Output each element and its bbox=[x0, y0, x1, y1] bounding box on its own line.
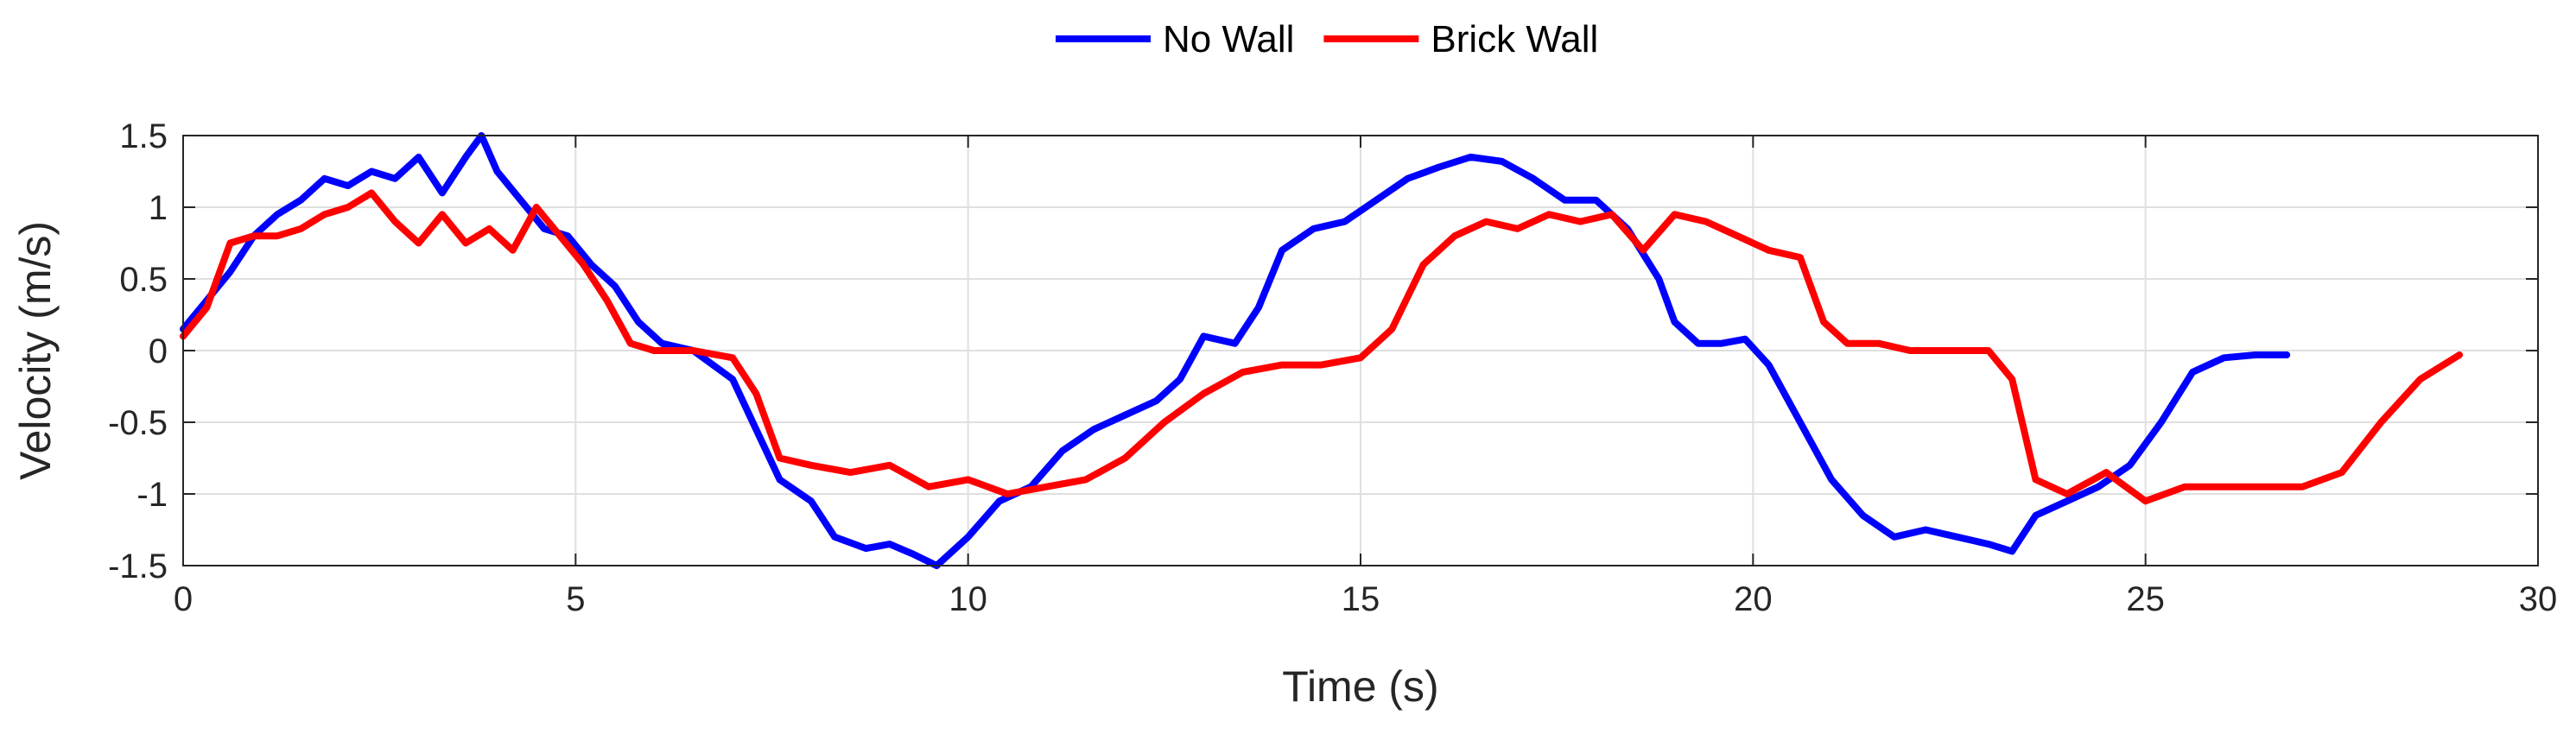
legend-label: Brick Wall bbox=[1431, 18, 1598, 60]
grid bbox=[182, 135, 2539, 566]
y-tick-label: 1 bbox=[149, 189, 168, 227]
x-tick-label: 20 bbox=[1734, 580, 1773, 618]
y-tick-label: -1.5 bbox=[108, 547, 168, 585]
series-line-no-wall bbox=[180, 132, 2291, 569]
legend-label: No Wall bbox=[1163, 18, 1294, 60]
y-tick-label: -1 bbox=[136, 476, 168, 514]
y-axis-label: Velocity (m/s) bbox=[11, 221, 60, 480]
y-tick-label: 1.5 bbox=[119, 117, 168, 155]
x-tick-label: 10 bbox=[949, 580, 987, 618]
x-tick-label: 25 bbox=[2126, 580, 2165, 618]
y-tick-label: -0.5 bbox=[108, 404, 168, 442]
y-tick-label: 0 bbox=[149, 332, 168, 370]
x-tick-label: 5 bbox=[566, 580, 585, 618]
axis-ticks: 0 5 10 15 20 25 30 -1.5 -1 -0.5 0 0.5 1 1.5 bbox=[108, 117, 2557, 618]
x-tick-label: 15 bbox=[1342, 580, 1380, 618]
x-tick-label: 0 bbox=[174, 580, 193, 618]
x-axis-label: Time (s) bbox=[1282, 662, 1438, 711]
plot-series bbox=[180, 132, 2464, 569]
series-line-brick-wall bbox=[180, 189, 2464, 505]
y-tick-label: 0.5 bbox=[119, 261, 168, 299]
legend: No Wall Brick Wall bbox=[1056, 18, 1598, 60]
x-tick-label: 30 bbox=[2519, 580, 2558, 618]
